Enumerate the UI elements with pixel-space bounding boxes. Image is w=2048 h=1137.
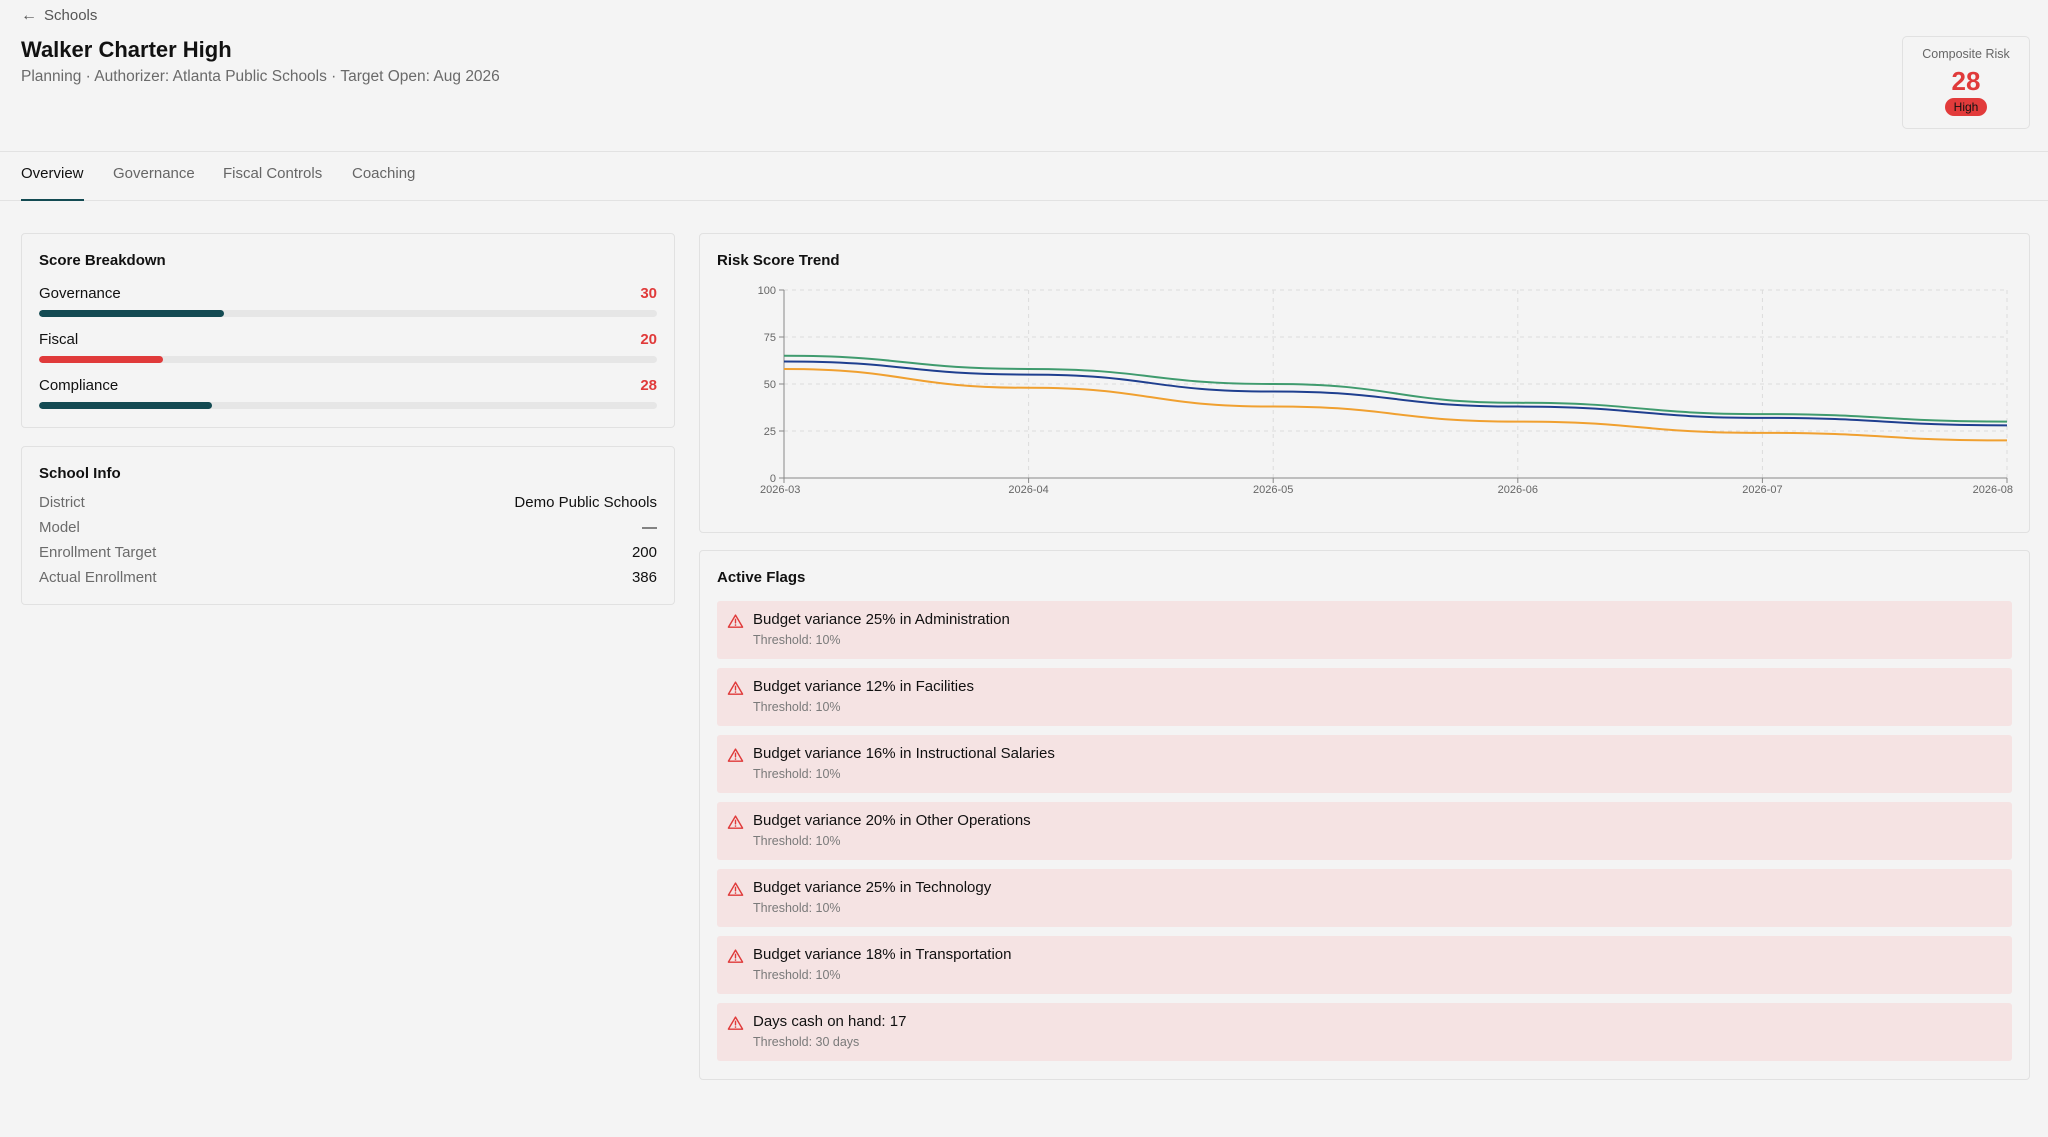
flag-threshold: Threshold: 10% — [753, 700, 841, 714]
back-link-label: Schools — [44, 7, 98, 24]
composite-risk-label: Composite Risk — [1922, 47, 2010, 61]
score-row-fiscal: Fiscal 20 — [39, 331, 657, 363]
flag-text: Budget variance 25% in Administration — [753, 611, 1010, 628]
score-name: Fiscal — [39, 331, 79, 348]
x-tick-label: 2026-05 — [1253, 484, 1293, 496]
flag-text: Budget variance 20% in Other Operations — [753, 812, 1031, 829]
risk-trend-title: Risk Score Trend — [717, 252, 840, 269]
tab-fiscal-controls[interactable]: Fiscal Controls — [223, 165, 323, 182]
series-line — [783, 354, 2008, 423]
info-value: Demo Public Schools — [514, 494, 657, 511]
info-row-district: District Demo Public Schools — [39, 494, 657, 511]
alert-triangle-icon — [727, 815, 744, 829]
score-bar-fill — [39, 310, 225, 317]
score-bar-track — [39, 356, 657, 363]
score-bar-fill — [39, 356, 163, 363]
score-breakdown-panel: Score Breakdown Governance 30 Fiscal 20 … — [21, 233, 675, 428]
score-value: 20 — [640, 331, 657, 348]
tab-coaching[interactable]: Coaching — [352, 165, 416, 182]
composite-risk-value: 28 — [1951, 66, 1981, 96]
school-info-title: School Info — [39, 465, 121, 482]
flag-text: Budget variance 25% in Technology — [753, 879, 992, 896]
alert-triangle-icon — [727, 748, 744, 762]
info-row-enrollment-target: Enrollment Target 200 — [39, 544, 657, 561]
alert-triangle-icon — [727, 1016, 744, 1030]
score-bar-fill — [39, 402, 213, 409]
flag-threshold: Threshold: 10% — [753, 901, 841, 915]
x-tick-label: 2026-07 — [1742, 484, 1782, 496]
info-row-model: Model — — [39, 519, 657, 536]
tab-governance[interactable]: Governance — [113, 165, 195, 182]
info-value: 200 — [631, 544, 657, 561]
series-line — [783, 367, 2008, 442]
info-row-actual-enrollment: Actual Enrollment 386 — [39, 569, 657, 586]
page-subtitle: Planning · Authorizer: Atlanta Public Sc… — [21, 68, 500, 85]
flag-text: Budget variance 12% in Facilities — [753, 678, 974, 695]
flag-text: Budget variance 16% in Instructional Sal… — [753, 745, 1055, 762]
active-flags-panel: Active Flags Budget variance 25% in Admi… — [699, 550, 2030, 1080]
score-row-compliance: Compliance 28 — [39, 377, 657, 409]
flag-item: Days cash on hand: 17 Threshold: 30 days — [717, 1003, 2012, 1061]
flag-item: Budget variance 12% in Facilities Thresho… — [717, 668, 2012, 726]
y-tick-label: 25 — [764, 426, 776, 438]
flag-threshold: Threshold: 10% — [753, 633, 841, 647]
composite-risk-card: Composite Risk 28 High — [1902, 36, 2030, 129]
flag-item: Budget variance 20% in Other Operations T… — [717, 802, 2012, 860]
score-value: 30 — [640, 285, 657, 302]
tab-overview[interactable]: Overview — [21, 152, 84, 201]
back-link[interactable]: ← Schools — [21, 7, 97, 24]
flag-threshold: Threshold: 30 days — [753, 1035, 860, 1049]
alert-triangle-icon — [727, 949, 744, 963]
info-key: Actual Enrollment — [39, 569, 157, 586]
flag-threshold: Threshold: 10% — [753, 968, 841, 982]
info-value: — — [642, 519, 657, 536]
info-key: Enrollment Target — [39, 544, 157, 561]
score-bar-track — [39, 402, 657, 409]
x-tick-label: 2026-08 — [1973, 484, 2013, 496]
flag-threshold: Threshold: 10% — [753, 767, 841, 781]
tab-bar: Overview Governance Fiscal Controls Coac… — [0, 152, 2048, 201]
info-key: District — [39, 494, 85, 511]
page-title: Walker Charter High — [21, 37, 232, 62]
y-tick-label: 50 — [764, 379, 776, 391]
alert-triangle-icon — [727, 681, 744, 695]
info-value: 386 — [631, 569, 657, 586]
score-value: 28 — [640, 377, 657, 394]
school-info-panel: School Info District Demo Public Schools… — [21, 446, 675, 605]
score-bar-track — [39, 310, 657, 317]
flag-text: Budget variance 18% in Transportation — [753, 946, 1012, 963]
x-tick-label: 2026-06 — [1498, 484, 1538, 496]
flag-item: Budget variance 25% in Administration Thr… — [717, 601, 2012, 659]
y-tick-label: 75 — [764, 332, 776, 344]
y-tick-label: 0 — [770, 473, 776, 485]
flag-text: Days cash on hand: 17 — [753, 1013, 907, 1030]
risk-trend-panel: Risk Score Trend 0 25 50 75 100 2026-03 2026-0… — [699, 233, 2030, 533]
alert-triangle-icon — [727, 882, 744, 896]
risk-trend-chart: 0 25 50 75 100 2026-03 2026-04 2026-05 2026-06 20… — [758, 285, 2013, 496]
score-breakdown-title: Score Breakdown — [39, 252, 166, 269]
score-row-governance: Governance 30 — [39, 285, 657, 317]
page-header: ← Schools Walker Charter High Planning ·… — [0, 0, 2048, 152]
y-tick-label: 100 — [758, 285, 776, 297]
alert-triangle-icon — [727, 614, 744, 628]
active-flags-title: Active Flags — [717, 569, 806, 586]
flag-threshold: Threshold: 10% — [753, 834, 841, 848]
flag-item: Budget variance 18% in Transportation Thr… — [717, 936, 2012, 994]
flag-item: Budget variance 16% in Instructional Sal… — [717, 735, 2012, 793]
arrow-left-icon: ← — [21, 6, 37, 24]
risk-level-badge: High — [1944, 98, 1988, 116]
flag-item: Budget variance 25% in Technology Thresho… — [717, 869, 2012, 927]
score-name: Governance — [39, 285, 121, 302]
x-tick-label: 2026-04 — [1008, 484, 1048, 496]
info-key: Model — [39, 519, 80, 536]
x-tick-label: 2026-03 — [760, 484, 800, 496]
score-name: Compliance — [39, 377, 119, 394]
series-line — [783, 360, 2008, 427]
